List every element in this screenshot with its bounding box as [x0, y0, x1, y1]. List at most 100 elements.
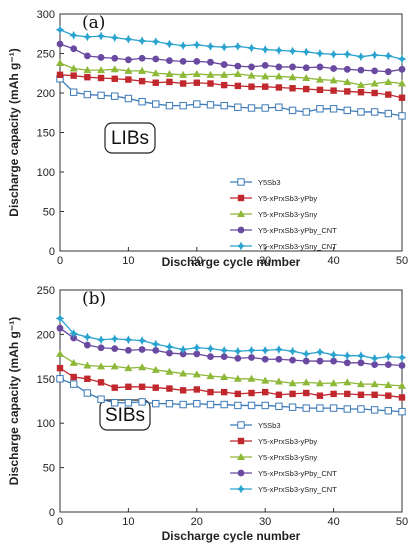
data-point — [398, 362, 406, 369]
y-tick-label: 50 — [43, 207, 55, 219]
data-point — [220, 388, 228, 396]
y-tick-label: 150 — [37, 374, 55, 386]
data-point — [111, 399, 119, 407]
series-4 — [55, 314, 407, 363]
y-tick-label: 50 — [43, 463, 55, 475]
data-point — [83, 90, 92, 99]
data-point — [329, 350, 338, 360]
data-point — [398, 381, 406, 389]
data-point — [384, 407, 393, 415]
x-axis-label: Discharge cycle number — [162, 529, 301, 543]
data-point — [343, 106, 351, 115]
data-point — [97, 91, 105, 100]
data-point — [179, 101, 187, 110]
data-point — [247, 104, 256, 112]
data-point — [303, 389, 310, 397]
y-tick-label: 250 — [37, 49, 55, 61]
data-point — [274, 345, 284, 354]
legend-marker — [237, 194, 245, 202]
data-point — [356, 380, 365, 388]
legend-label: Y5-xPrxSb3-ySny_CNT — [258, 485, 337, 494]
data-point — [288, 379, 297, 387]
data-point — [179, 369, 188, 377]
chart-panel-a: 0 10 20 30 40 50 0 50 100 150 200 250 300 Discharge c… — [7, 9, 408, 269]
x-tick-label: 20 — [191, 516, 203, 528]
data-point — [111, 75, 118, 82]
data-point — [384, 109, 393, 118]
data-point — [69, 64, 78, 72]
panel-label: (b) — [82, 289, 106, 309]
x-tick-label: 30 — [259, 255, 271, 267]
data-point — [383, 51, 393, 61]
y-tick-label: 250 — [37, 285, 55, 297]
data-point — [207, 353, 214, 360]
data-point — [124, 56, 132, 64]
legend-label: Y5-xPrxSb3-yPby — [258, 194, 317, 203]
data-point — [233, 41, 243, 51]
data-point — [138, 398, 146, 406]
legend-label: Y5-xPrxSb3-yPby_CNT — [258, 469, 337, 478]
data-point — [384, 77, 393, 85]
battery-type-label: SIBs — [105, 405, 145, 426]
data-point — [166, 78, 173, 86]
data-point — [371, 89, 378, 97]
y-tick-label: 150 — [37, 128, 55, 140]
data-point — [124, 364, 133, 372]
data-point — [179, 400, 187, 409]
data-point — [315, 75, 324, 83]
data-point — [370, 380, 379, 388]
data-point — [329, 105, 338, 113]
data-point — [329, 49, 338, 59]
data-point — [288, 46, 297, 56]
panel-label: (a) — [82, 13, 105, 33]
legend-marker — [236, 484, 246, 494]
data-point — [247, 374, 256, 382]
data-point — [397, 353, 407, 362]
data-point — [56, 324, 64, 332]
data-point — [330, 357, 337, 365]
data-point — [234, 103, 242, 111]
data-point — [289, 85, 296, 92]
legend-label: Y5-xPrxSb3-yPby — [258, 437, 317, 446]
data-point — [398, 79, 406, 87]
data-point — [124, 346, 132, 354]
data-point — [166, 349, 173, 357]
data-point — [371, 361, 379, 368]
data-point — [370, 79, 379, 87]
data-point — [110, 65, 119, 73]
data-point — [330, 65, 337, 72]
data-point — [383, 352, 393, 361]
data-point — [165, 101, 174, 110]
data-point — [357, 359, 365, 367]
data-point — [275, 84, 283, 91]
data-point — [165, 70, 174, 78]
x-tick-label: 20 — [191, 255, 203, 267]
data-point — [247, 345, 256, 355]
data-point — [301, 349, 311, 359]
data-point — [220, 70, 229, 78]
data-point — [370, 50, 380, 60]
data-point — [398, 407, 406, 416]
data-point — [152, 79, 159, 86]
data-point — [357, 66, 365, 74]
data-point — [357, 108, 365, 116]
data-point — [152, 100, 160, 108]
data-point — [124, 66, 133, 74]
data-point — [315, 379, 324, 387]
data-point — [55, 314, 65, 323]
legend-marker — [237, 469, 245, 477]
legend: Y5Sb3 Y5-xPrxSb3-yPby Y5-xPrxSb3-ySny Y5-xP… — [230, 421, 337, 494]
x-tick-label: 30 — [259, 516, 271, 528]
data-point — [111, 345, 119, 353]
data-point — [234, 390, 242, 398]
data-point — [247, 43, 256, 53]
battery-type-label: LIBs — [111, 128, 149, 149]
data-point — [138, 97, 146, 106]
data-point — [398, 112, 406, 120]
series-2 — [56, 349, 406, 389]
data-point — [261, 376, 270, 384]
data-point — [371, 391, 378, 398]
data-point — [83, 361, 92, 369]
y-tick-label: 200 — [37, 88, 55, 100]
data-point — [82, 332, 92, 342]
